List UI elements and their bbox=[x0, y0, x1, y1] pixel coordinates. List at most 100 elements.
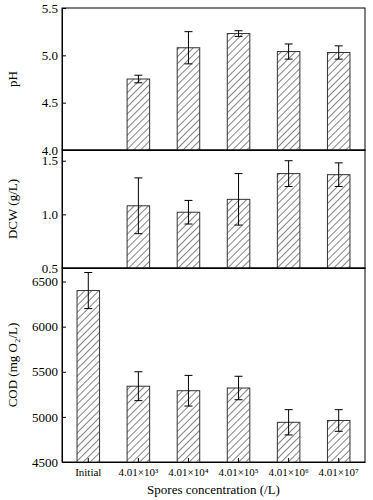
error-bar bbox=[235, 376, 243, 399]
x-axis-title: Spores concentration (/L) bbox=[147, 482, 280, 497]
y-tick: 4500 bbox=[32, 455, 66, 470]
y-tick-label: 5500 bbox=[32, 364, 58, 379]
y-tick: 4.5 bbox=[42, 95, 66, 110]
marks bbox=[127, 31, 350, 150]
plot-frame bbox=[62, 268, 365, 462]
error-stem bbox=[288, 44, 289, 59]
error-stem bbox=[338, 410, 339, 432]
error-bar bbox=[335, 163, 343, 187]
error-stem bbox=[188, 32, 189, 64]
error-cap bbox=[335, 186, 343, 187]
error-stem bbox=[338, 46, 339, 59]
y-tick: 6000 bbox=[32, 319, 66, 334]
error-cap bbox=[335, 45, 343, 46]
y-axis: 0.51.01.5 bbox=[42, 151, 66, 276]
y-axis-line bbox=[62, 151, 63, 269]
error-bar bbox=[134, 178, 142, 234]
error-cap bbox=[184, 224, 192, 225]
error-cap bbox=[235, 36, 243, 37]
error-cap bbox=[335, 431, 343, 432]
error-cap bbox=[184, 406, 192, 407]
x-tick-label: 4.01×10⁷ bbox=[319, 466, 359, 478]
x-tick-mark bbox=[338, 458, 339, 462]
marks bbox=[77, 273, 350, 462]
error-bar bbox=[285, 410, 293, 435]
x-tick-label: 4.01×10⁵ bbox=[218, 466, 258, 478]
error-stem bbox=[188, 375, 189, 406]
y-tick: 1.0 bbox=[42, 207, 66, 222]
error-stem bbox=[238, 376, 239, 399]
x-tick: 4.01×10⁵ bbox=[218, 458, 258, 478]
error-cap bbox=[134, 177, 142, 178]
y-axis-title: pH bbox=[5, 71, 20, 87]
error-cap bbox=[235, 225, 243, 226]
y-tick-label: 1.0 bbox=[42, 207, 58, 222]
y-tick-mark bbox=[62, 55, 66, 56]
y-axis-line bbox=[62, 9, 63, 151]
error-bar bbox=[84, 273, 92, 309]
error-bar bbox=[335, 410, 343, 432]
x-tick: Initial bbox=[75, 458, 101, 478]
error-stem bbox=[188, 200, 189, 224]
error-bar bbox=[134, 372, 142, 401]
panel: 0.51.01.5DCW (g/L) bbox=[5, 150, 366, 276]
y-tick-mark bbox=[62, 8, 66, 9]
error-bar bbox=[184, 375, 192, 406]
x-tick: 4.01×10⁷ bbox=[319, 458, 359, 478]
plot-frame bbox=[62, 150, 365, 268]
bar bbox=[277, 174, 300, 268]
error-cap bbox=[335, 59, 343, 60]
y-tick-label: 6500 bbox=[32, 274, 58, 289]
error-bar bbox=[335, 46, 343, 59]
y-tick-mark bbox=[62, 372, 66, 373]
error-cap bbox=[285, 434, 293, 435]
panel: 4.04.55.05.5pH bbox=[5, 1, 366, 158]
y-tick-label: 4.5 bbox=[42, 95, 58, 110]
x-tick-mark bbox=[288, 458, 289, 462]
error-cap bbox=[184, 375, 192, 376]
error-cap bbox=[184, 200, 192, 201]
y-tick-mark bbox=[62, 214, 66, 215]
y-tick: 5.5 bbox=[42, 1, 66, 16]
plot-frame bbox=[62, 8, 365, 150]
error-stem bbox=[238, 31, 239, 37]
error-cap bbox=[285, 409, 293, 410]
error-cap bbox=[134, 82, 142, 83]
error-cap bbox=[134, 233, 142, 234]
y-axis-line bbox=[62, 269, 63, 463]
y-axis-title: DCW (g/L) bbox=[5, 179, 20, 239]
y-axis-title: COD (mg O₂/L) bbox=[5, 323, 20, 408]
error-stem bbox=[88, 273, 89, 309]
y-tick-mark bbox=[62, 103, 66, 104]
error-cap bbox=[285, 160, 293, 161]
error-cap bbox=[235, 376, 243, 377]
bar bbox=[227, 34, 250, 150]
bar bbox=[77, 291, 100, 462]
error-stem bbox=[138, 75, 139, 83]
y-tick: 1.5 bbox=[42, 153, 66, 168]
x-axis: Initial 4.01×10³ 4.01×10⁴ 4.01×10⁵ 4.01×10⁶ 4… bbox=[63, 458, 366, 478]
bar bbox=[327, 175, 350, 268]
y-tick-mark bbox=[62, 161, 66, 162]
error-cap bbox=[184, 63, 192, 64]
x-tick: 4.01×10⁶ bbox=[268, 458, 308, 478]
x-tick-mark bbox=[138, 458, 139, 462]
y-tick-mark bbox=[62, 417, 66, 418]
x-tick-label: 4.01×10⁴ bbox=[168, 466, 208, 478]
y-tick: 5000 bbox=[32, 410, 66, 425]
error-stem bbox=[338, 163, 339, 187]
error-cap bbox=[285, 43, 293, 44]
error-bar bbox=[134, 75, 142, 83]
y-axis: 4500 5000 5500 6000 6500 bbox=[32, 269, 66, 470]
bar bbox=[277, 52, 300, 150]
error-cap bbox=[285, 59, 293, 60]
error-bar bbox=[184, 200, 192, 224]
error-cap bbox=[235, 399, 243, 400]
x-tick-label: 4.01×10³ bbox=[118, 466, 158, 478]
error-cap bbox=[84, 272, 92, 273]
panel: 4500 5000 5500 6000 6500 COD (mg O₂/L) Initial… bbox=[5, 268, 366, 497]
y-tick-label: 5000 bbox=[32, 410, 58, 425]
marks bbox=[127, 161, 350, 268]
x-tick-mark bbox=[238, 458, 239, 462]
x-axis-line bbox=[63, 462, 366, 463]
